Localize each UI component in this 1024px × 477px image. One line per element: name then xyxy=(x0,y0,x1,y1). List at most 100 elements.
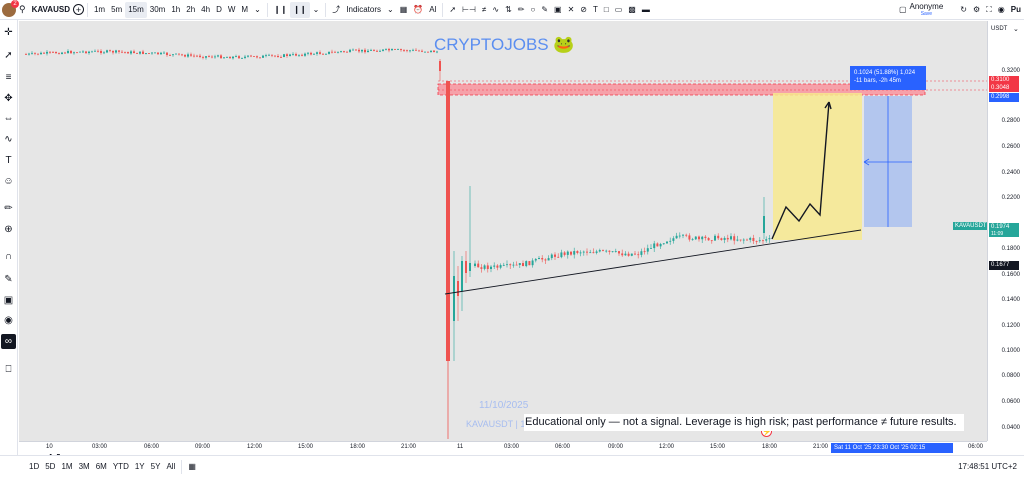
range-1y[interactable]: 1Y xyxy=(134,462,145,471)
timeframe-m[interactable]: M xyxy=(241,5,249,14)
zoom-in-icon[interactable]: ⊕ xyxy=(4,224,13,235)
link-icon[interactable]: ∞ xyxy=(1,334,16,349)
divider xyxy=(325,2,327,17)
timeframe-4h[interactable]: 4h xyxy=(201,5,211,14)
timeframe-1h[interactable]: 1h xyxy=(171,5,181,14)
target-zone[interactable] xyxy=(773,93,862,240)
camera-icon[interactable]: ◉ xyxy=(997,5,1005,14)
circle-tool-icon[interactable]: ○ xyxy=(530,5,536,14)
compare-add-icon[interactable]: + xyxy=(72,4,84,15)
range-all[interactable]: All xyxy=(166,462,176,471)
brush-icon[interactable]: ∿ xyxy=(4,134,13,145)
ascending-trendline[interactable] xyxy=(444,229,862,295)
chevron-down-icon[interactable]: ⌄ xyxy=(312,5,320,14)
text-icon[interactable]: T xyxy=(5,155,12,166)
symbol-search-icon[interactable]: ⚲ xyxy=(19,4,26,14)
candle xyxy=(701,236,704,240)
timeframe-1m[interactable]: 1m xyxy=(93,5,106,14)
shapes-tool-icon[interactable]: ▣ xyxy=(554,5,562,14)
alert-icon[interactable]: ⏰ xyxy=(413,5,424,14)
bar-style-icon[interactable]: ❙❙ xyxy=(273,5,288,14)
layouts-grid-icon[interactable]: ▦ xyxy=(399,5,408,14)
position-tool-icon[interactable]: ⇅ xyxy=(505,5,512,14)
account-menu[interactable]: Anonyme Save xyxy=(910,2,944,17)
timeframe-2h[interactable]: 2h xyxy=(186,5,196,14)
time-scale[interactable]: 10 03:00 06:00 09:00 12:00 15:00 18:00 2… xyxy=(19,441,987,454)
time-label: 11 xyxy=(457,444,464,450)
chart-pane[interactable]: CRYPTOJOBS 🐸 11/10/2025 KAVAUSDT | 15M 0… xyxy=(19,21,989,459)
range-tool-icon[interactable]: ⊢⊣ xyxy=(462,5,476,14)
range-1m[interactable]: 1M xyxy=(61,462,73,471)
lock-icon[interactable]: ▣ xyxy=(3,295,14,306)
measure-info-line2: -11 bars, -2h 45m xyxy=(854,78,901,84)
price-label: 0.0400 xyxy=(1001,425,1020,431)
timeframe-d[interactable]: D xyxy=(216,5,222,14)
price-tag-target: 0.2998 xyxy=(989,93,1019,102)
pen-tool-icon[interactable]: ✎ xyxy=(541,5,549,14)
candle xyxy=(758,240,761,242)
trash-icon[interactable]: ⎕ xyxy=(5,364,12,375)
fib-retracement-icon[interactable]: ≡ xyxy=(5,72,12,83)
candle xyxy=(733,236,736,241)
go-to-date-icon[interactable]: ▦ xyxy=(188,462,196,471)
trend-line-tool-icon[interactable]: ➚ xyxy=(449,5,457,14)
range-1d[interactable]: 1D xyxy=(29,462,40,471)
price-label: 0.2200 xyxy=(1001,195,1020,201)
user-avatar[interactable]: 2 xyxy=(2,0,19,17)
candle-style-icon[interactable]: ❙❙ xyxy=(290,1,310,18)
candle xyxy=(534,259,537,261)
candle xyxy=(283,54,285,58)
eye-icon[interactable]: ◉ xyxy=(4,315,13,326)
currency-selector[interactable]: USDT xyxy=(991,26,1008,32)
timeframe-w[interactable]: W xyxy=(227,5,236,14)
trend-line-icon[interactable]: ➚ xyxy=(4,50,13,61)
timeframe-5m[interactable]: 5m xyxy=(111,5,123,14)
price-scale[interactable]: USDT ⌄ 0.3200 0.2800 0.2600 0.2400 0.220… xyxy=(987,21,1024,441)
candle xyxy=(292,53,294,55)
candle xyxy=(586,251,588,253)
text-note-tool-icon[interactable]: ▬ xyxy=(641,5,650,14)
symbol-name[interactable]: KAVAUSD xyxy=(31,5,70,14)
quick-search-icon[interactable]: ↻ xyxy=(960,5,967,14)
range-ytd[interactable]: YTD xyxy=(112,462,129,471)
range-3m[interactable]: 3M xyxy=(78,462,90,471)
indicators-icon[interactable]: ⤴ xyxy=(332,5,341,14)
magnet-icon[interactable]: ∩ xyxy=(4,251,13,262)
chevron-down-icon[interactable]: ⌄ xyxy=(386,5,394,14)
time-label: 06:00 xyxy=(968,444,984,450)
timeframe-15m[interactable]: 15m xyxy=(125,1,147,18)
candle xyxy=(630,253,633,256)
text-tool-icon[interactable]: T xyxy=(593,5,598,14)
pattern-icon[interactable]: ✥ xyxy=(4,93,13,104)
pattern-tool-icon[interactable]: ∿ xyxy=(492,5,500,14)
measure-info-box: 0.1024 (51.88%) 1,024 -11 bars, -2h 45m xyxy=(850,66,926,90)
prediction-icon[interactable]: ⇔ xyxy=(3,113,14,124)
measure-tool-icon[interactable]: ≠ xyxy=(481,5,487,14)
publish-button[interactable]: Pu xyxy=(1010,5,1021,14)
timeframe-30m[interactable]: 30m xyxy=(149,5,166,14)
brush-tool-icon[interactable]: ✏ xyxy=(517,5,525,14)
projected-path[interactable] xyxy=(771,101,830,240)
crosshair-icon[interactable]: ✛ xyxy=(4,27,13,38)
image-tool-icon[interactable]: ▩ xyxy=(628,5,636,14)
stay-drawing-icon[interactable]: ✎ xyxy=(4,274,13,285)
clock-timezone[interactable]: 17:48:51 UTC+2 xyxy=(958,462,1017,471)
ruler-icon[interactable]: ✏ xyxy=(4,203,13,214)
emoji-icon[interactable]: ☺ xyxy=(3,176,14,187)
alert-button[interactable]: Al xyxy=(429,5,437,14)
indicators-button[interactable]: Indicators xyxy=(346,5,381,14)
range-5d[interactable]: 5D xyxy=(45,462,56,471)
fullscreen-icon[interactable]: ⛶ xyxy=(986,4,992,14)
settings-gear-icon[interactable]: ⚙ xyxy=(973,5,981,14)
hide-tool-icon[interactable]: ⊘ xyxy=(580,5,587,14)
comment-tool-icon[interactable]: □ xyxy=(603,5,609,14)
price-tag-resistance: 0.3048 xyxy=(989,85,1019,92)
x-post-icon[interactable]: ✕ xyxy=(567,5,575,14)
signpost-tool-icon[interactable]: ▭ xyxy=(614,5,623,14)
range-6m[interactable]: 6M xyxy=(95,462,107,471)
chevron-down-icon[interactable]: ⌄ xyxy=(1013,26,1019,33)
account-icon[interactable]: ▢ xyxy=(898,5,907,14)
price-chart[interactable] xyxy=(19,21,987,441)
chevron-down-icon[interactable]: ⌄ xyxy=(254,5,261,14)
range-5y[interactable]: 5Y xyxy=(150,462,161,471)
